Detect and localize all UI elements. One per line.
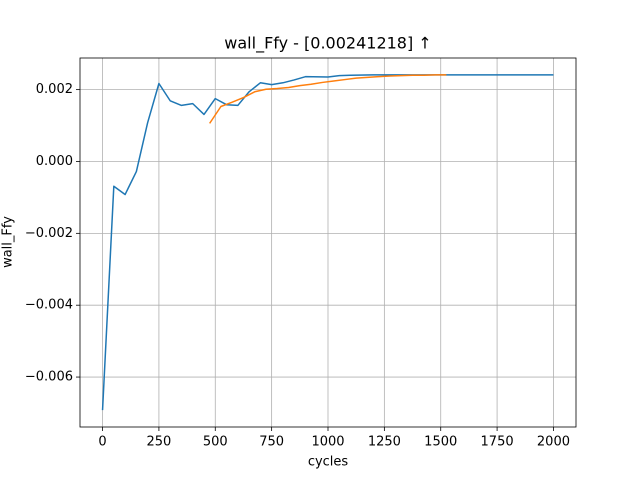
series-line <box>209 74 447 124</box>
y-tick-label: −0.006 <box>25 370 73 385</box>
x-tick-label: 0 <box>98 435 106 450</box>
plot-frame <box>79 57 577 428</box>
y-tick-label: −0.002 <box>25 226 73 241</box>
y-axis-label: wall_Ffy <box>1 216 16 268</box>
y-tick-label: 0.000 <box>36 154 73 169</box>
chart-title: wall_Ffy - [0.00241218] ↑ <box>224 34 431 54</box>
x-tick-label: 2000 <box>537 435 570 450</box>
x-tick-label: 1000 <box>311 435 344 450</box>
x-tick-label: 1250 <box>368 435 401 450</box>
x-tick-label: 1500 <box>424 435 457 450</box>
y-tick-label: 0.002 <box>36 82 73 97</box>
x-tick-label: 1750 <box>481 435 514 450</box>
x-axis-label: cycles <box>308 455 349 470</box>
x-tick-label: 750 <box>259 435 284 450</box>
x-tick-label: 250 <box>146 435 171 450</box>
x-tick-label: 500 <box>203 435 228 450</box>
y-tick-label: −0.004 <box>25 298 73 313</box>
